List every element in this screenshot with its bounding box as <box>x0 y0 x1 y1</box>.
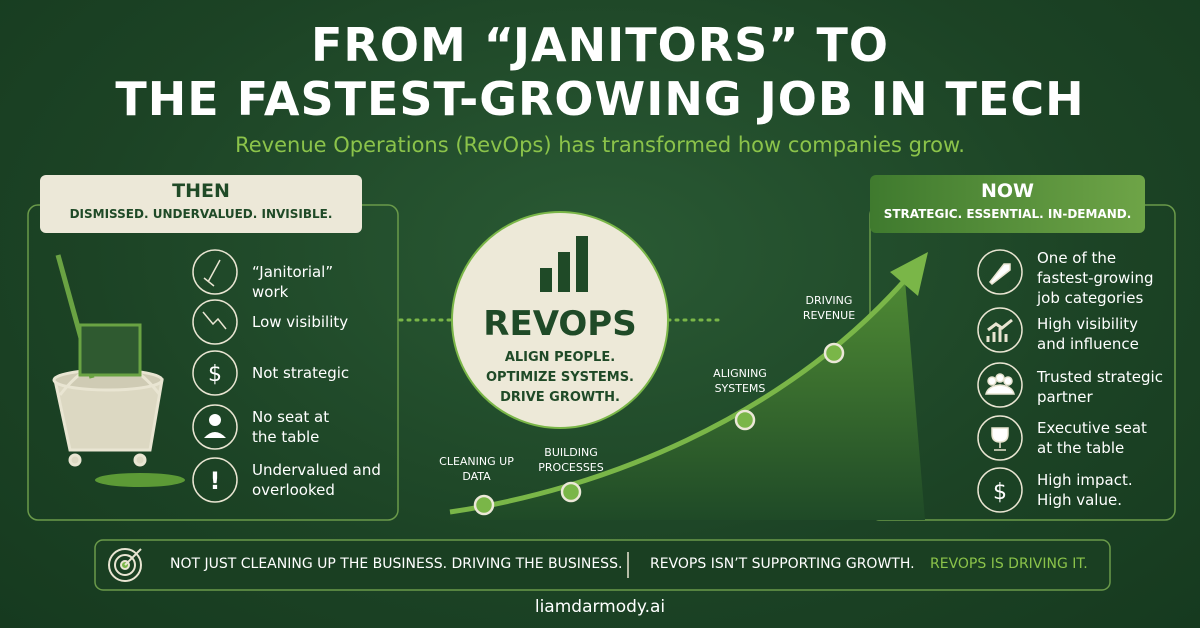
bars-icon <box>540 236 588 292</box>
milestone-label: DRIVING REVENUE <box>802 294 856 322</box>
revops-title: REVOPS <box>483 304 637 344</box>
banner <box>94 539 1111 591</box>
now-tag <box>870 175 1145 233</box>
footer: liamdarmody.ai <box>534 597 666 617</box>
milestone-label: BUILDING PROCESSES <box>538 446 604 474</box>
milestone-dots <box>473 342 845 516</box>
banner-highlight: REVOPS IS DRIVING IT. <box>930 556 1088 572</box>
now-item: Trusted strategic partner <box>1037 368 1163 406</box>
now-item: One of the fastest-growing job categorie… <box>1037 249 1154 307</box>
then-item: Undervalued and overlooked <box>252 461 381 499</box>
svg-text:$: $ <box>208 362 222 387</box>
growth-area <box>450 280 925 520</box>
revops-line: ALIGN PEOPLE. <box>504 350 616 365</box>
growth-curve <box>449 278 907 515</box>
arrow-head <box>890 252 928 296</box>
target-icon <box>108 548 142 582</box>
title-line: THE FASTEST-GROWING JOB IN TECH <box>115 72 1085 126</box>
then-title: THEN <box>172 180 230 202</box>
then-subtitle: DISMISSED. UNDERVALUED. INVISIBLE. <box>69 207 333 221</box>
now-subtitle: STRATEGIC. ESSENTIAL. IN-DEMAND. <box>883 207 1132 221</box>
revops-line: DRIVE GROWTH. <box>500 390 620 405</box>
then-item: Not strategic <box>252 364 350 382</box>
bucket <box>52 254 185 487</box>
then-item: Low visibility <box>252 313 349 331</box>
now-item: High impact. High value. <box>1037 471 1133 509</box>
milestone-label: ALIGNING SYSTEMS <box>713 367 767 395</box>
subtitle: Revenue Operations (RevOps) has transfor… <box>235 133 965 157</box>
then-item: “Janitorial” work <box>252 263 334 301</box>
svg-text:$: $ <box>993 480 1007 505</box>
then-item: No seat at the table <box>252 408 330 446</box>
title-line: FROM “JANITORS” TO <box>311 18 889 72</box>
now-icons: $ <box>977 249 1023 513</box>
now-title: NOW <box>980 180 1034 202</box>
banner-left: NOT JUST CLEANING UP THE BUSINESS. DRIVI… <box>170 556 623 572</box>
now-item: Executive seat at the table <box>1037 419 1147 457</box>
milestone-label: CLEANING UP DATA <box>439 455 514 483</box>
banner-right: REVOPS ISN’T SUPPORTING GROWTH. <box>650 556 915 572</box>
then-tag <box>40 175 362 233</box>
revops-line: OPTIMIZE SYSTEMS. <box>485 370 634 385</box>
svg-text:!: ! <box>210 467 221 495</box>
center-circle <box>451 211 669 429</box>
now-item: High visibility and influence <box>1037 315 1139 353</box>
then-icons: $ ! <box>192 249 238 503</box>
